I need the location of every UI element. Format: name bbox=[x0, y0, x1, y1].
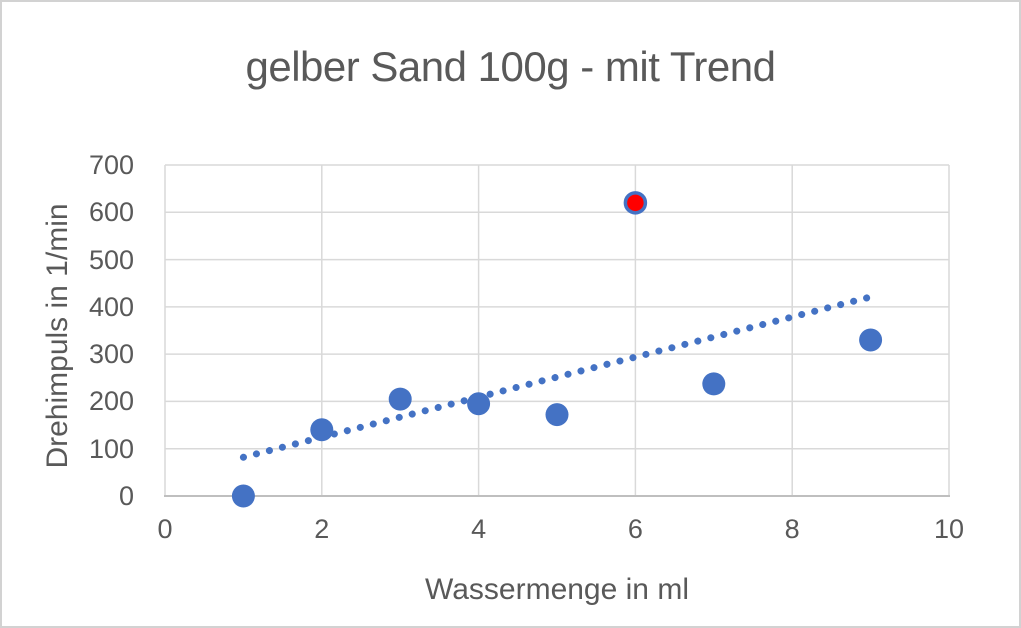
data-point bbox=[310, 418, 334, 442]
y-axis-title: Drehimpuls in 1/min bbox=[41, 203, 74, 469]
x-tick-label: 4 bbox=[471, 514, 487, 544]
x-axis-title: Wassermenge in ml bbox=[425, 573, 689, 606]
y-tick-label: 100 bbox=[88, 433, 134, 464]
y-tick-label: 600 bbox=[88, 197, 134, 228]
data-point bbox=[859, 328, 883, 352]
x-tick-label: 2 bbox=[314, 514, 330, 544]
y-tick-label: 200 bbox=[88, 386, 134, 417]
data-point bbox=[231, 484, 255, 508]
y-tick-label: 400 bbox=[88, 291, 134, 322]
data-point bbox=[702, 372, 726, 396]
trend-line bbox=[239, 293, 875, 461]
outlier-point bbox=[623, 191, 648, 215]
y-tick-label: 300 bbox=[88, 339, 134, 370]
x-tick-label: 6 bbox=[627, 514, 643, 544]
x-tick-label: 0 bbox=[157, 514, 173, 544]
chart-title: gelber Sand 100g - mit Trend bbox=[245, 43, 777, 90]
data-point bbox=[388, 387, 412, 411]
data-point bbox=[467, 392, 491, 416]
data-point bbox=[545, 403, 569, 427]
x-tick-label: 8 bbox=[784, 514, 800, 544]
x-tick-label: 10 bbox=[933, 514, 965, 544]
y-tick-label: 0 bbox=[118, 481, 134, 511]
y-tick-label: 500 bbox=[88, 244, 134, 275]
y-tick-label: 700 bbox=[88, 150, 134, 180]
